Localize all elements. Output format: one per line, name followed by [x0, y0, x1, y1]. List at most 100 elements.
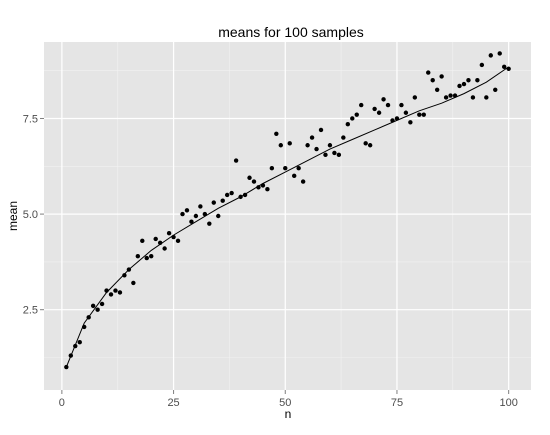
data-point — [430, 78, 435, 83]
x-tick-label: 0 — [59, 397, 65, 409]
data-point — [189, 219, 194, 224]
data-point — [108, 292, 114, 297]
data-point — [452, 93, 458, 98]
data-point — [466, 78, 471, 83]
data-point — [314, 146, 319, 152]
data-point — [175, 238, 181, 244]
data-point — [323, 152, 328, 158]
data-point — [359, 102, 364, 108]
data-point — [162, 246, 167, 251]
data-point — [278, 143, 283, 148]
data-point — [77, 339, 82, 345]
data-point — [345, 122, 351, 127]
y-axis-ticks: 2.5 5.0 7.5 — [23, 113, 44, 317]
data-point — [135, 253, 141, 259]
data-point — [193, 213, 199, 219]
data-point — [283, 165, 288, 171]
x-tick-label: 25 — [167, 397, 179, 409]
data-point — [300, 179, 306, 184]
data-point — [318, 127, 324, 133]
data-point — [488, 53, 493, 58]
data-point — [247, 175, 252, 180]
data-point — [412, 95, 418, 100]
data-point — [399, 102, 404, 108]
data-point — [64, 364, 69, 370]
data-point — [171, 234, 176, 240]
data-point — [493, 87, 498, 93]
data-point — [140, 238, 145, 244]
data-point — [403, 110, 409, 115]
data-point — [233, 158, 239, 163]
data-point — [363, 141, 368, 146]
data-point — [421, 112, 426, 117]
data-point — [372, 106, 377, 112]
data-point — [327, 143, 333, 148]
data-point — [274, 131, 279, 136]
data-point — [99, 301, 105, 307]
data-point — [457, 83, 462, 89]
data-point — [292, 173, 297, 179]
data-point — [202, 211, 208, 217]
data-point — [104, 288, 109, 293]
data-point — [332, 150, 337, 156]
x-axis-title: n — [285, 407, 292, 421]
data-point — [443, 95, 449, 100]
data-point — [501, 64, 507, 70]
y-tick-label: 5.0 — [23, 209, 38, 221]
data-point — [341, 135, 346, 140]
data-point — [479, 62, 485, 68]
y-tick-label: 7.5 — [23, 113, 38, 125]
data-point — [242, 192, 248, 198]
y-axis-title: mean — [6, 201, 20, 231]
data-point — [153, 236, 158, 242]
data-point — [381, 97, 386, 102]
data-point — [470, 95, 476, 100]
data-point — [367, 143, 373, 148]
smoothed-trend-line — [65, 66, 509, 368]
data-point — [224, 192, 230, 198]
data-point — [448, 93, 453, 98]
data-point — [216, 213, 221, 219]
x-axis-ticks: 0 25 50 75 100 — [59, 390, 518, 409]
data-point — [336, 152, 342, 158]
data-point — [95, 307, 100, 312]
data-point — [408, 120, 413, 125]
data-point — [180, 211, 185, 217]
data-point — [305, 143, 310, 148]
data-point — [122, 273, 127, 278]
data-point — [117, 290, 123, 295]
data-point — [461, 81, 467, 87]
data-point — [390, 118, 395, 123]
x-tick-label: 75 — [391, 397, 403, 409]
y-tick-label: 2.5 — [23, 305, 38, 317]
data-points — [64, 51, 511, 370]
data-point — [376, 110, 382, 115]
data-point — [113, 288, 118, 293]
data-point — [385, 102, 391, 108]
data-point — [475, 78, 480, 83]
data-point — [251, 179, 257, 184]
data-point — [68, 353, 74, 358]
data-point — [144, 255, 149, 261]
data-point — [269, 165, 275, 171]
data-point — [131, 280, 136, 286]
data-point — [256, 185, 261, 190]
data-point — [126, 267, 132, 272]
data-point — [506, 66, 511, 71]
data-point — [149, 253, 154, 259]
data-point — [90, 303, 96, 309]
data-point — [238, 194, 243, 200]
data-point — [350, 116, 355, 121]
data-point — [265, 187, 270, 192]
data-point — [394, 116, 400, 121]
data-point — [287, 141, 292, 146]
data-point — [207, 221, 212, 226]
data-point — [166, 231, 172, 236]
grid-lines — [44, 42, 531, 390]
data-point — [354, 112, 359, 117]
data-point — [86, 315, 91, 320]
x-tick-label: 50 — [279, 397, 291, 409]
plot-panel — [44, 42, 531, 390]
data-point — [484, 95, 489, 100]
